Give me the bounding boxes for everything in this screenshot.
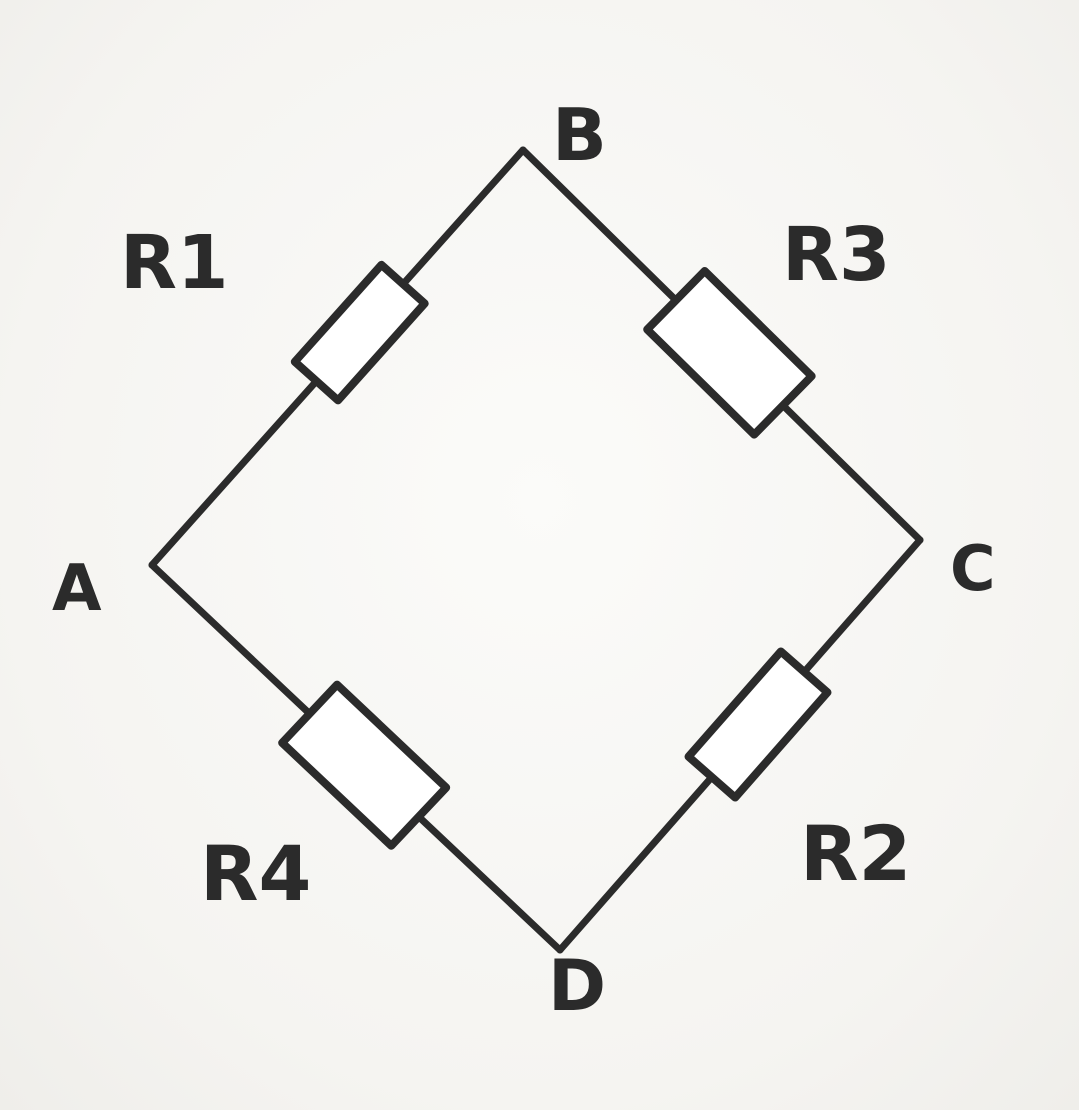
resistors-group xyxy=(278,260,832,850)
wire-r1-b xyxy=(399,146,527,288)
resistor-label-R1: R1 xyxy=(120,220,228,306)
resistor-label-R3: R3 xyxy=(782,212,890,298)
node-label-A: A xyxy=(52,552,102,626)
wire-r3-b xyxy=(779,401,924,544)
node-label-B: B xyxy=(552,93,607,177)
resistor-r1-body xyxy=(290,260,429,405)
resistor-r4-body xyxy=(278,680,451,850)
wires-group xyxy=(148,146,924,954)
wire-r2-a xyxy=(800,536,924,676)
wire-r1-a xyxy=(148,377,320,569)
resistor-r2-body xyxy=(684,647,832,802)
wire-r4-a xyxy=(148,561,314,718)
resistor-label-R2: R2 xyxy=(800,809,911,898)
wire-r4-b xyxy=(415,813,564,954)
node-label-C: C xyxy=(950,532,996,605)
wire-r3-a xyxy=(519,146,680,304)
resistor-label-R4: R4 xyxy=(200,829,311,918)
labels-group: B A C D R1 R3 R2 R4 xyxy=(52,93,996,1027)
wire-r2-b xyxy=(556,773,716,954)
node-label-D: D xyxy=(548,945,606,1027)
resistor-r3-body xyxy=(643,266,816,439)
